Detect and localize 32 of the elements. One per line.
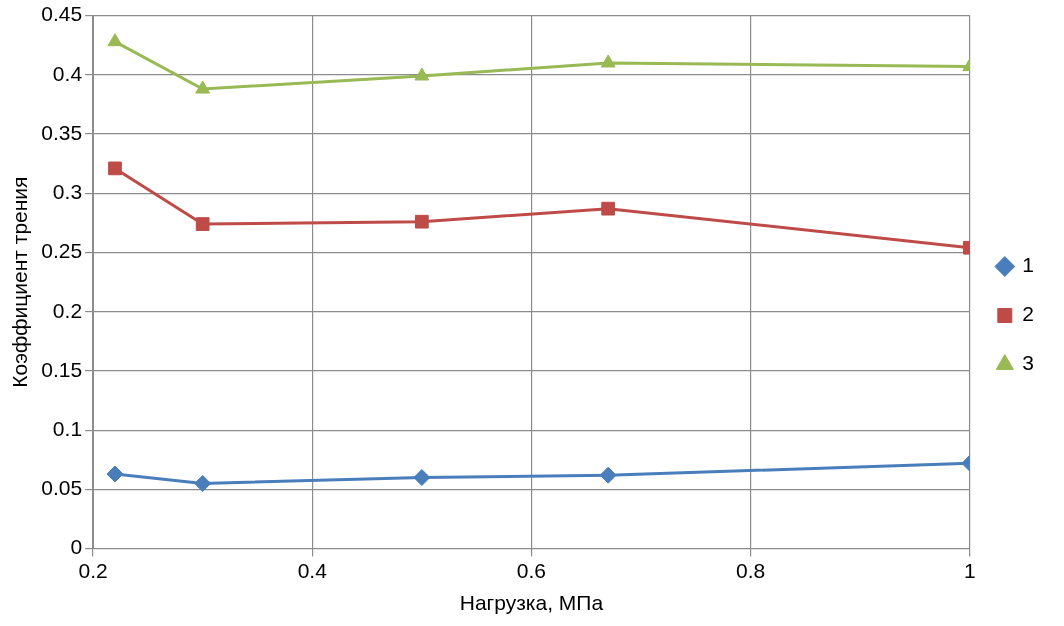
point xyxy=(414,67,430,81)
y-tick-label: 0.15 xyxy=(41,357,83,381)
point xyxy=(195,217,210,231)
x-tick-label: 0.2 xyxy=(78,559,108,582)
x-tick-label: 1 xyxy=(963,559,976,582)
x-axis-title: Нагрузка, МПа xyxy=(459,591,604,615)
legend-label: 1 xyxy=(1022,253,1035,277)
point xyxy=(195,80,211,94)
point xyxy=(107,33,123,47)
point xyxy=(601,201,616,216)
y-tick-label: 0.3 xyxy=(52,180,83,204)
y-tick-label: 0.25 xyxy=(41,239,83,263)
point xyxy=(413,469,431,487)
point xyxy=(600,54,616,68)
y-tick-label: 0.4 xyxy=(52,61,83,85)
x-tick-label: 0.6 xyxy=(516,559,547,582)
x-tick-label: 0.8 xyxy=(736,559,766,582)
y-tick-label: 0.1 xyxy=(52,416,83,440)
legend-label: 2 xyxy=(1022,302,1035,326)
y-tick-label: 0.45 xyxy=(41,2,83,26)
y-axis-title: Коэффициент трения xyxy=(8,176,32,388)
point xyxy=(194,474,212,492)
y-tick-label: 0 xyxy=(70,535,83,559)
point xyxy=(108,161,122,176)
point xyxy=(599,466,617,484)
y-tick-label: 0.35 xyxy=(41,120,83,144)
y-tick-label: 0.2 xyxy=(52,298,83,322)
point xyxy=(414,214,429,229)
point xyxy=(106,465,124,483)
x-tick-label: 0.4 xyxy=(297,559,328,582)
y-tick-label: 0.05 xyxy=(41,476,83,500)
legend-label: 3 xyxy=(1022,351,1035,375)
